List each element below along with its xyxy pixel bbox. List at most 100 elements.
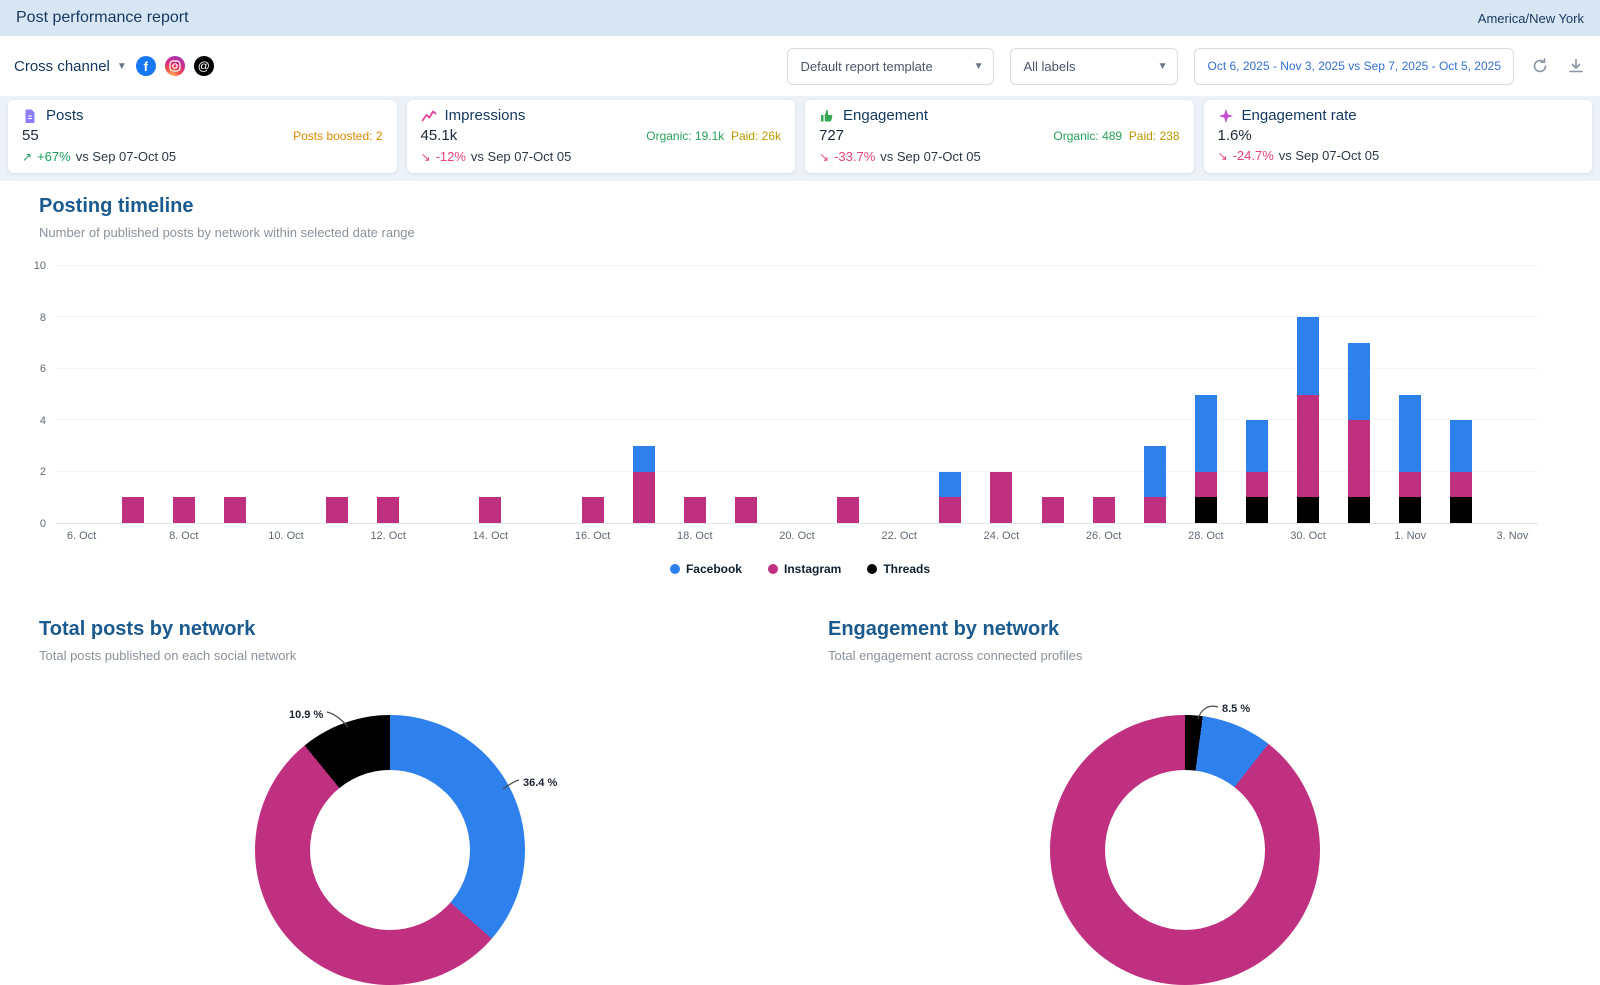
engagement-by-network-title: Engagement by network — [828, 618, 1060, 640]
x-tick-label: 26. Oct — [1085, 530, 1122, 542]
x-tick-label: 20. Oct — [779, 530, 815, 542]
bar-segment-threads — [1348, 497, 1371, 523]
trend-down-icon: ↘ — [420, 150, 431, 164]
bar-segment-threads — [1297, 497, 1320, 523]
instagram-icon[interactable] — [164, 56, 185, 76]
timezone-label: America/New York — [1477, 10, 1584, 26]
bar-11. Oct — [326, 266, 349, 523]
y-tick-label: 2 — [39, 466, 46, 479]
trend-up-icon: ↗ — [22, 150, 33, 164]
posts-donut-chart: 10.9 % 36.4 % — [255, 709, 557, 985]
x-tick-label: 1. Nov — [1394, 530, 1427, 542]
instagram-glyph — [169, 60, 181, 72]
y-tick-label: 4 — [39, 414, 46, 427]
bar-segment-facebook — [632, 445, 655, 472]
bar-segment-instagram — [326, 497, 349, 523]
engagement-rate-icon — [1218, 108, 1233, 123]
posts-by-network-section: Total posts by network Total posts publi… — [0, 618, 800, 985]
y-tick-label: 10 — [33, 260, 46, 272]
engagement-donut-chart: 8.5 % — [1050, 703, 1320, 985]
timeline-yaxis: 0 2 4 6 8 10 — [20, 260, 56, 530]
donut-hole — [310, 770, 470, 930]
bar-segment-facebook — [1348, 343, 1371, 421]
kpi-value: 1.6% — [1217, 127, 1252, 144]
bar-segment-facebook — [1297, 317, 1320, 395]
bar-segment-threads — [1194, 497, 1217, 523]
bar-6. Oct — [71, 266, 93, 523]
impressions-icon — [421, 110, 436, 121]
label-leader-line — [502, 779, 520, 790]
kpi-title: Engagement — [843, 107, 929, 124]
legend-item-threads[interactable]: Threads — [867, 562, 930, 576]
bar-segment-instagram — [1245, 471, 1268, 498]
legend-item-instagram[interactable]: Instagram — [767, 562, 842, 576]
channel-selector-label: Cross channel — [14, 57, 110, 75]
kpi-boosted-note: Posts boosted: 2 — [293, 129, 383, 143]
kpi-paid: Paid: 26k — [730, 129, 781, 143]
bar-segment-instagram — [1041, 497, 1064, 523]
x-tick-label: 16. Oct — [574, 530, 611, 542]
chevron-down-icon: ▼ — [116, 60, 127, 72]
refresh-button[interactable] — [1530, 56, 1550, 76]
legend-label: Instagram — [783, 562, 842, 576]
legend-dot — [767, 564, 778, 574]
bottom-sections: Total posts by network Total posts publi… — [0, 618, 1600, 985]
donut-hole — [1105, 770, 1265, 930]
kpi-card-impressions: Impressions 45.1k Organic: 19.1k Paid: 2… — [406, 100, 795, 173]
facebook-icon[interactable]: f — [135, 56, 156, 76]
gridline — [56, 367, 1538, 369]
legend-label: Facebook — [685, 562, 742, 576]
bar-segment-facebook — [1450, 420, 1473, 472]
bar-segment-instagram — [479, 497, 502, 523]
timeline-plot — [56, 265, 1538, 524]
report-toolbar: Cross channel ▼ f @ Default report templ… — [0, 36, 1600, 96]
x-tick-label: 18. Oct — [677, 530, 713, 542]
kpi-delta: -24.7% — [1232, 148, 1274, 163]
bar-16. Oct — [581, 266, 604, 523]
download-button[interactable] — [1566, 56, 1586, 76]
x-tick-label: 6. Oct — [66, 530, 97, 542]
x-tick-label: 22. Oct — [881, 530, 917, 542]
kpi-delta: -12% — [435, 149, 466, 164]
x-tick-label: 30. Oct — [1290, 530, 1326, 542]
y-tick-label: 6 — [39, 363, 46, 376]
gridline — [56, 470, 1538, 472]
bar-3. Nov — [1501, 266, 1523, 523]
legend-item-facebook[interactable]: Facebook — [669, 562, 742, 576]
bar-31. Oct — [1348, 266, 1371, 523]
threads-icon[interactable]: @ — [193, 56, 214, 76]
bar-segment-threads — [1399, 497, 1422, 523]
channel-selector[interactable]: Cross channel ▼ — [14, 58, 127, 75]
bar-segment-instagram — [632, 471, 655, 523]
gridline — [56, 316, 1538, 318]
bar-23. Oct — [939, 266, 962, 523]
bar-segment-instagram — [1450, 471, 1473, 498]
bar-22. Oct — [888, 266, 910, 523]
bar-12. Oct — [377, 266, 400, 523]
bar-15. Oct — [530, 266, 552, 523]
bar-segment-instagram — [734, 497, 757, 523]
date-range-picker[interactable]: Oct 6, 2025 - Nov 3, 2025 vs Sep 7, 2025… — [1194, 47, 1514, 85]
x-tick-label: 24. Oct — [983, 530, 1020, 542]
kpi-delta: -33.7% — [834, 149, 876, 164]
legend-dot — [669, 564, 680, 574]
posts-by-network-title: Total posts by network — [39, 618, 256, 640]
bar-19. Oct — [734, 266, 757, 523]
kpi-value: 727 — [819, 127, 845, 144]
bar-segment-instagram — [581, 497, 604, 523]
bar-1. Nov — [1399, 266, 1422, 523]
bar-segment-instagram — [837, 497, 860, 523]
y-tick-label: 8 — [39, 311, 46, 324]
bar-segment-facebook — [1194, 394, 1217, 472]
bar-segment-instagram — [683, 497, 706, 523]
bar-30. Oct — [1297, 266, 1320, 523]
labels-select[interactable]: All labels ▼ — [1010, 47, 1179, 85]
chevron-down-icon: ▼ — [973, 60, 984, 72]
kpi-compare: vs Sep 07-Oct 05 — [470, 149, 572, 164]
report-template-select[interactable]: Default report template ▼ — [787, 47, 995, 85]
kpi-value: 55 — [22, 127, 39, 144]
bar-27. Oct — [1143, 266, 1166, 523]
bar-segment-facebook — [1399, 394, 1422, 472]
kpi-compare: vs Sep 07-Oct 05 — [75, 149, 177, 164]
trend-down-icon: ↘ — [1217, 149, 1228, 163]
